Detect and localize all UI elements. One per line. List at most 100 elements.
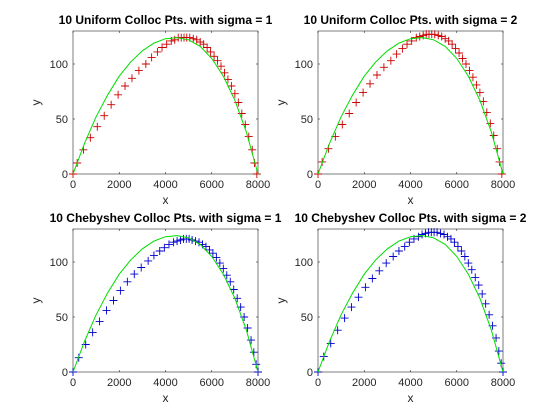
- data-point-marker: [400, 242, 409, 251]
- x-tick-label: 2000: [107, 179, 131, 191]
- data-point-marker: [243, 324, 252, 332]
- data-point-marker: [247, 336, 256, 345]
- data-point-marker: [93, 122, 102, 131]
- data-point-marker: [446, 234, 455, 243]
- x-tick-label: 6000: [445, 179, 469, 191]
- data-point-marker: [481, 299, 490, 308]
- data-point-marker: [486, 119, 495, 128]
- data-point-marker: [441, 34, 450, 43]
- data-point-marker: [130, 270, 139, 279]
- y-tick-label: 50: [56, 312, 68, 324]
- subplot-1: 0 2000 4000 6000 8000 0 50 100 10 Uniform Colloc…: [29, 13, 273, 207]
- y-tick-label: 100: [50, 257, 68, 269]
- data-point-marker: [134, 66, 143, 75]
- x-axis-label: x: [408, 193, 414, 207]
- data-point-marker: [206, 47, 215, 56]
- y-tick-label: 100: [295, 257, 313, 269]
- data-point-marker: [468, 73, 477, 82]
- reference-curve: [72, 235, 259, 373]
- data-point-marker: [433, 228, 442, 237]
- data-point-marker: [100, 111, 109, 120]
- data-point-marker: [405, 238, 414, 247]
- data-point-marker: [141, 60, 150, 68]
- x-tick-label: 2000: [352, 179, 376, 191]
- data-point-marker: [219, 264, 228, 273]
- data-point-marker: [403, 40, 412, 49]
- data-point-marker: [389, 252, 398, 261]
- axes-box: [72, 228, 259, 373]
- data-point-marker: [436, 229, 445, 238]
- data-point-marker: [160, 243, 169, 252]
- axes-box: [317, 30, 504, 175]
- data-point-marker: [472, 80, 481, 89]
- data-point-marker: [86, 133, 95, 142]
- data-point-marker: [162, 40, 171, 49]
- data-point-marker: [372, 71, 381, 79]
- y-tick-label: 100: [295, 59, 313, 71]
- x-tick-label: 0: [315, 377, 321, 389]
- data-point-marker: [227, 82, 236, 90]
- data-point-marker: [414, 232, 423, 241]
- data-point-marker: [203, 43, 212, 52]
- data-point-marker: [164, 240, 173, 249]
- y-tick-label: 0: [62, 367, 68, 379]
- data-point-marker: [443, 232, 452, 241]
- subplot-3: 0 2000 4000 6000 8000 0 50 100 10 Chebyshev Coll…: [29, 211, 282, 405]
- data-point-marker: [109, 296, 118, 305]
- x-tick-label: 4000: [153, 377, 177, 389]
- data-point-marker: [475, 88, 484, 97]
- data-point-marker: [173, 237, 182, 246]
- data-point-marker: [215, 259, 224, 268]
- data-point-marker: [453, 242, 462, 251]
- data-point-marker: [326, 339, 335, 348]
- y-tick-label: 50: [56, 114, 68, 126]
- x-tick-label: 4000: [398, 377, 422, 389]
- y-axis-label: y: [274, 298, 288, 304]
- subplot-4: 0 2000 4000 6000 8000 0 50 100 10 Chebyshev Coll…: [274, 211, 527, 405]
- axes-box: [317, 228, 504, 373]
- data-point-marker: [201, 242, 210, 251]
- data-point-marker: [437, 32, 446, 41]
- data-point-marker: [474, 281, 483, 290]
- data-point-marker: [352, 98, 361, 107]
- data-point-marker: [485, 310, 494, 319]
- reference-curve: [72, 37, 259, 175]
- data-point-marker: [153, 47, 162, 56]
- y-axis-label: y: [274, 100, 288, 106]
- data-point-marker: [465, 66, 474, 75]
- data-point-marker: [464, 259, 473, 268]
- data-point-marker: [121, 82, 130, 90]
- reference-curve: [317, 37, 504, 175]
- data-point-marker: [107, 100, 116, 109]
- data-point-marker: [137, 263, 146, 272]
- data-point-marker: [347, 303, 356, 312]
- data-point-marker: [460, 252, 469, 261]
- data-point-marker: [478, 289, 487, 298]
- data-point-marker: [489, 131, 498, 140]
- data-point-marker: [345, 109, 354, 118]
- data-point-marker: [368, 274, 377, 283]
- data-point-marker: [170, 35, 179, 44]
- data-point-marker: [123, 277, 132, 286]
- data-point-marker: [213, 56, 222, 65]
- data-point-marker: [434, 31, 443, 40]
- axes-box: [72, 30, 259, 175]
- x-tick-label: 0: [70, 377, 76, 389]
- data-point-marker: [208, 249, 217, 258]
- y-tick-label: 50: [301, 114, 313, 126]
- x-tick-label: 8000: [246, 377, 270, 389]
- data-point-marker: [217, 62, 225, 71]
- data-point-marker: [241, 120, 250, 129]
- data-point-marker: [95, 317, 104, 326]
- y-tick-label: 0: [62, 169, 68, 181]
- data-point-marker: [196, 38, 205, 46]
- x-tick-label: 0: [70, 179, 76, 191]
- subplot-2: 0 2000 4000 6000 8000 0 50 100 10 Uniform Colloc…: [274, 13, 518, 207]
- x-tick-label: 8000: [246, 179, 270, 191]
- data-point-marker: [448, 40, 457, 49]
- data-point-marker: [354, 293, 363, 302]
- data-point-marker: [394, 247, 403, 255]
- data-point-marker: [220, 68, 229, 77]
- data-point-marker: [155, 247, 164, 255]
- data-point-marker: [333, 326, 342, 335]
